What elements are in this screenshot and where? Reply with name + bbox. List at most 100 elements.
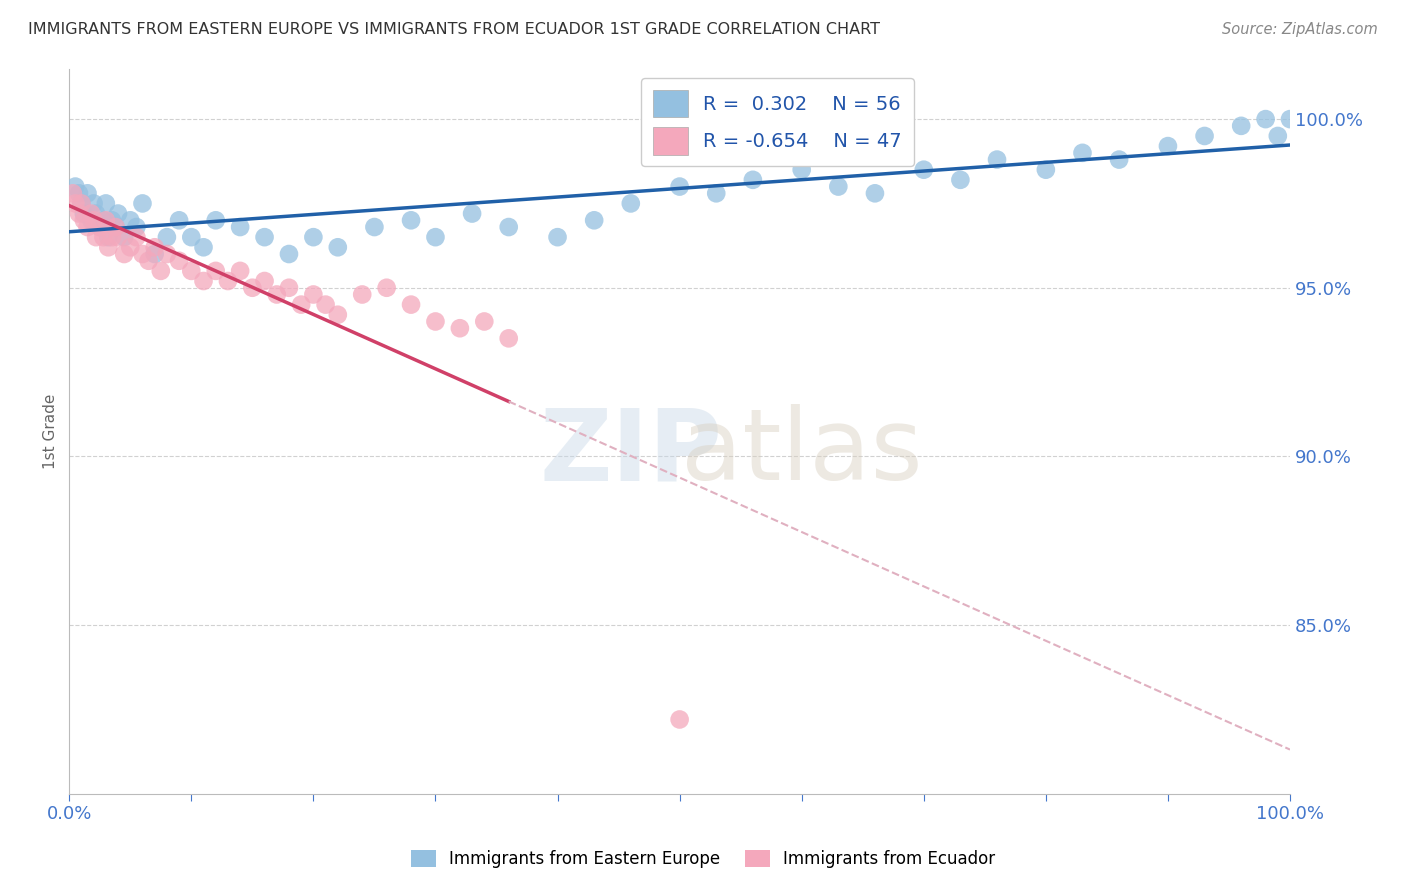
Point [204, 264, 226, 278]
Point [156, 247, 179, 261]
Point [156, 230, 179, 244]
Point [76, 186, 98, 201]
Point [741, 173, 763, 187]
Point [65, 179, 87, 194]
Point [143, 247, 166, 261]
Point [498, 220, 520, 235]
Point [315, 297, 337, 311]
Point [498, 331, 520, 345]
Point [217, 274, 239, 288]
Point [253, 274, 276, 288]
Point [399, 297, 422, 311]
Point [193, 274, 215, 288]
Point [278, 281, 301, 295]
Point [620, 196, 643, 211]
Point [167, 253, 190, 268]
Point [326, 308, 349, 322]
Point [67, 186, 90, 201]
Point [827, 179, 849, 194]
Point [101, 213, 124, 227]
Point [1267, 128, 1289, 143]
Point [101, 230, 124, 244]
Point [80, 213, 103, 227]
Point [302, 287, 325, 301]
Point [94, 196, 117, 211]
Point [240, 281, 263, 295]
Point [229, 220, 252, 235]
Point [1157, 139, 1180, 153]
Text: Source: ZipAtlas.com: Source: ZipAtlas.com [1222, 22, 1378, 37]
Point [1254, 112, 1277, 127]
Text: IMMIGRANTS FROM EASTERN EUROPE VS IMMIGRANTS FROM ECUADOR 1ST GRADE CORRELATION : IMMIGRANTS FROM EASTERN EUROPE VS IMMIGR… [28, 22, 880, 37]
Point [363, 220, 385, 235]
Point [449, 321, 471, 335]
Point [302, 230, 325, 244]
Point [253, 230, 276, 244]
Point [84, 230, 107, 244]
Point [70, 196, 93, 211]
Point [73, 206, 96, 220]
Point [461, 206, 484, 220]
Point [143, 240, 166, 254]
Point [89, 220, 111, 235]
Point [167, 213, 190, 227]
Point [180, 230, 202, 244]
Point [97, 230, 120, 244]
Point [65, 196, 87, 211]
Legend: R =  0.302    N = 56, R = -0.654    N = 47: R = 0.302 N = 56, R = -0.654 N = 47 [641, 78, 914, 166]
Point [1194, 128, 1216, 143]
Point [112, 230, 135, 244]
Point [290, 297, 312, 311]
Point [266, 287, 288, 301]
Point [70, 196, 93, 211]
Point [180, 264, 202, 278]
Point [120, 240, 142, 254]
Point [97, 240, 120, 254]
Point [138, 253, 160, 268]
Point [89, 220, 111, 235]
Point [1071, 145, 1094, 160]
Point [949, 173, 972, 187]
Text: atlas: atlas [681, 404, 922, 501]
Point [375, 281, 398, 295]
Point [107, 206, 129, 220]
Point [62, 186, 84, 201]
Point [668, 179, 690, 194]
Point [93, 230, 115, 244]
Point [547, 230, 569, 244]
Point [193, 240, 215, 254]
Text: ZIP: ZIP [540, 404, 723, 501]
Point [80, 206, 103, 220]
Point [83, 196, 105, 211]
Point [131, 196, 153, 211]
Point [425, 314, 447, 328]
Point [120, 213, 142, 227]
Point [125, 230, 148, 244]
Point [583, 213, 606, 227]
Point [112, 247, 135, 261]
Point [104, 220, 127, 235]
Point [1279, 112, 1302, 127]
Point [76, 220, 98, 235]
Point [399, 213, 422, 227]
Point [125, 220, 148, 235]
Point [668, 713, 690, 727]
Point [790, 162, 813, 177]
Point [704, 186, 727, 201]
Point [863, 186, 886, 201]
Point [1108, 153, 1130, 167]
Point [67, 206, 90, 220]
Point [131, 247, 153, 261]
Point [352, 287, 374, 301]
Point [84, 206, 107, 220]
Point [149, 264, 172, 278]
Point [326, 240, 349, 254]
Point [1230, 119, 1253, 133]
Point [83, 213, 105, 227]
Point [73, 213, 96, 227]
Point [425, 230, 447, 244]
Point [229, 264, 252, 278]
Legend: Immigrants from Eastern Europe, Immigrants from Ecuador: Immigrants from Eastern Europe, Immigran… [404, 843, 1002, 875]
Point [278, 247, 301, 261]
Point [986, 153, 1008, 167]
